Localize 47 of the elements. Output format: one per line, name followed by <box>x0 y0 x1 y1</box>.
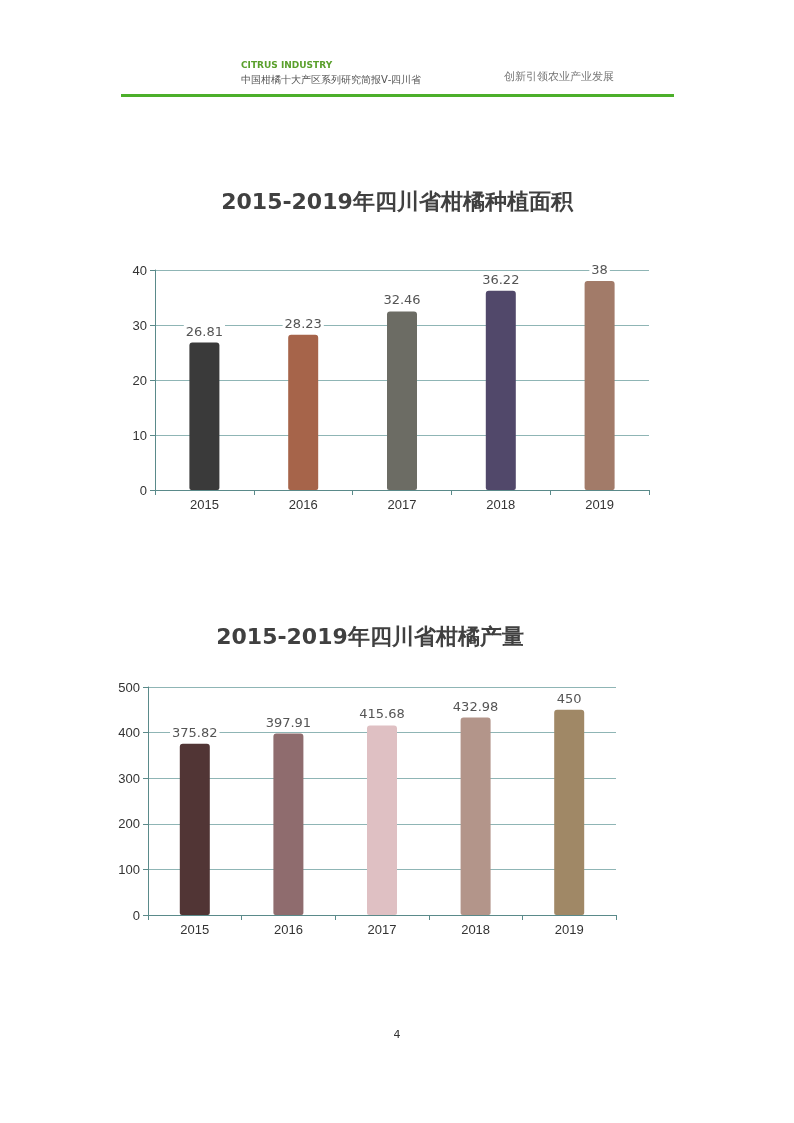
bar <box>179 743 210 915</box>
data-label: 375.82 <box>172 724 218 740</box>
y-tick-label: 500 <box>118 679 140 695</box>
y-tick-label: 200 <box>118 816 140 832</box>
x-tick-label: 2019 <box>554 922 584 937</box>
data-label: 397.91 <box>265 714 312 730</box>
chart-title: 2015-2019年四川省柑橘种植面积 <box>221 188 574 214</box>
bar <box>367 725 397 915</box>
bar <box>554 709 585 915</box>
y-tick-label: 400 <box>118 725 140 741</box>
x-tick-label: 2018 <box>461 922 491 937</box>
data-label: 32.46 <box>383 292 421 308</box>
y-tick-label: 100 <box>118 861 140 877</box>
text: CITRUS INDUSTRY <box>241 60 333 70</box>
x-tick-label: 2019 <box>585 497 615 512</box>
y-tick-label: 300 <box>118 770 140 786</box>
text: 4 <box>392 1028 402 1041</box>
data-label: 26.81 <box>185 323 224 339</box>
data-label: 28.23 <box>284 315 322 331</box>
x-tick-label: 2017 <box>387 497 417 512</box>
data-label: 450 <box>556 690 582 706</box>
data-label: 36.22 <box>482 271 520 287</box>
y-tick-label: 30 <box>132 317 147 333</box>
bar <box>460 717 491 915</box>
data-label: 432.98 <box>452 698 499 714</box>
x-tick-label: 2018 <box>486 497 516 512</box>
text: 创新引领农业产业发展 <box>504 69 614 84</box>
data-label: 415.68 <box>359 706 405 722</box>
y-tick-label: 0 <box>132 907 140 923</box>
bar <box>387 311 417 490</box>
bar <box>273 733 304 915</box>
x-tick-label: 2015 <box>180 922 210 937</box>
x-tick-label: 2015 <box>189 497 219 512</box>
y-tick-label: 40 <box>132 262 147 278</box>
y-tick-label: 0 <box>139 482 147 498</box>
x-tick-label: 2016 <box>288 497 318 512</box>
bar <box>485 290 516 490</box>
bar <box>288 334 319 490</box>
bar <box>189 342 220 490</box>
chart-title: 2015-2019年四川省柑橘产量 <box>216 623 524 649</box>
x-tick-label: 2017 <box>367 922 397 937</box>
text: 中国柑橘十大产区系列研究简报Ⅴ-四川省 <box>241 73 422 87</box>
bar <box>584 281 615 490</box>
data-label: 38 <box>591 262 608 277</box>
y-tick-label: 10 <box>132 427 147 443</box>
x-tick-label: 2016 <box>273 922 303 937</box>
y-tick-label: 20 <box>132 372 147 388</box>
